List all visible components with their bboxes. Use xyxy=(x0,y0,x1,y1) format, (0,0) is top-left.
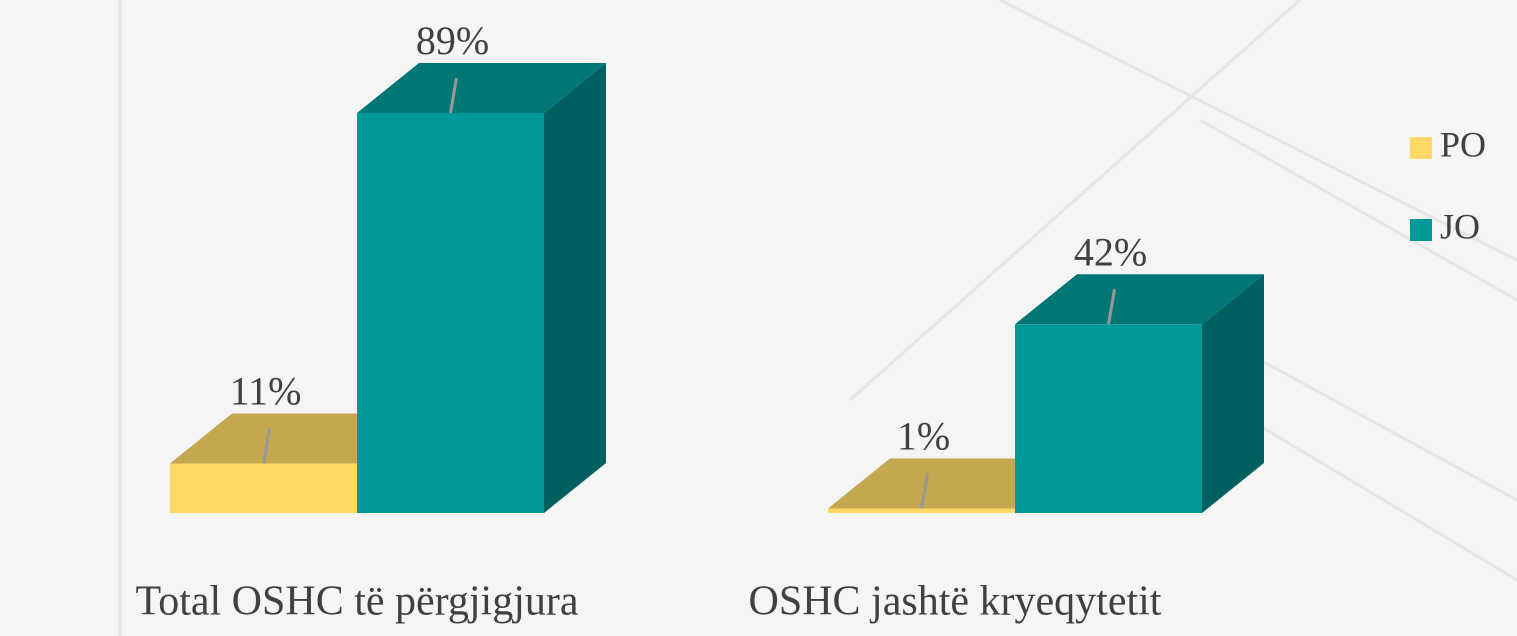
bar-side xyxy=(544,63,606,513)
value-label: 89% xyxy=(416,18,489,63)
bar xyxy=(170,463,357,513)
leader-line xyxy=(449,77,458,114)
value-label: 42% xyxy=(1074,229,1147,274)
legend-label: JO xyxy=(1440,206,1480,246)
bar xyxy=(1015,324,1202,513)
legend-swatch xyxy=(1410,219,1432,241)
value-label: 1% xyxy=(897,414,950,459)
category-label: OSHC jashtë kryeqytetit xyxy=(749,579,1162,625)
leader-line xyxy=(920,473,929,509)
bar-top xyxy=(828,458,1077,509)
bar xyxy=(828,508,1015,513)
category-label: Total OSHC të përgjigjura xyxy=(135,579,578,625)
bar-top xyxy=(1015,274,1264,325)
bar xyxy=(357,113,544,513)
legend-swatch xyxy=(1410,137,1432,159)
value-label: 11% xyxy=(230,369,302,414)
leader-line xyxy=(1107,288,1116,325)
bar-top xyxy=(357,63,606,113)
background xyxy=(118,0,1517,636)
bar-top xyxy=(170,413,419,464)
leader-line xyxy=(262,428,271,464)
bar-side xyxy=(1202,274,1264,513)
legend-label: PO xyxy=(1440,124,1486,164)
